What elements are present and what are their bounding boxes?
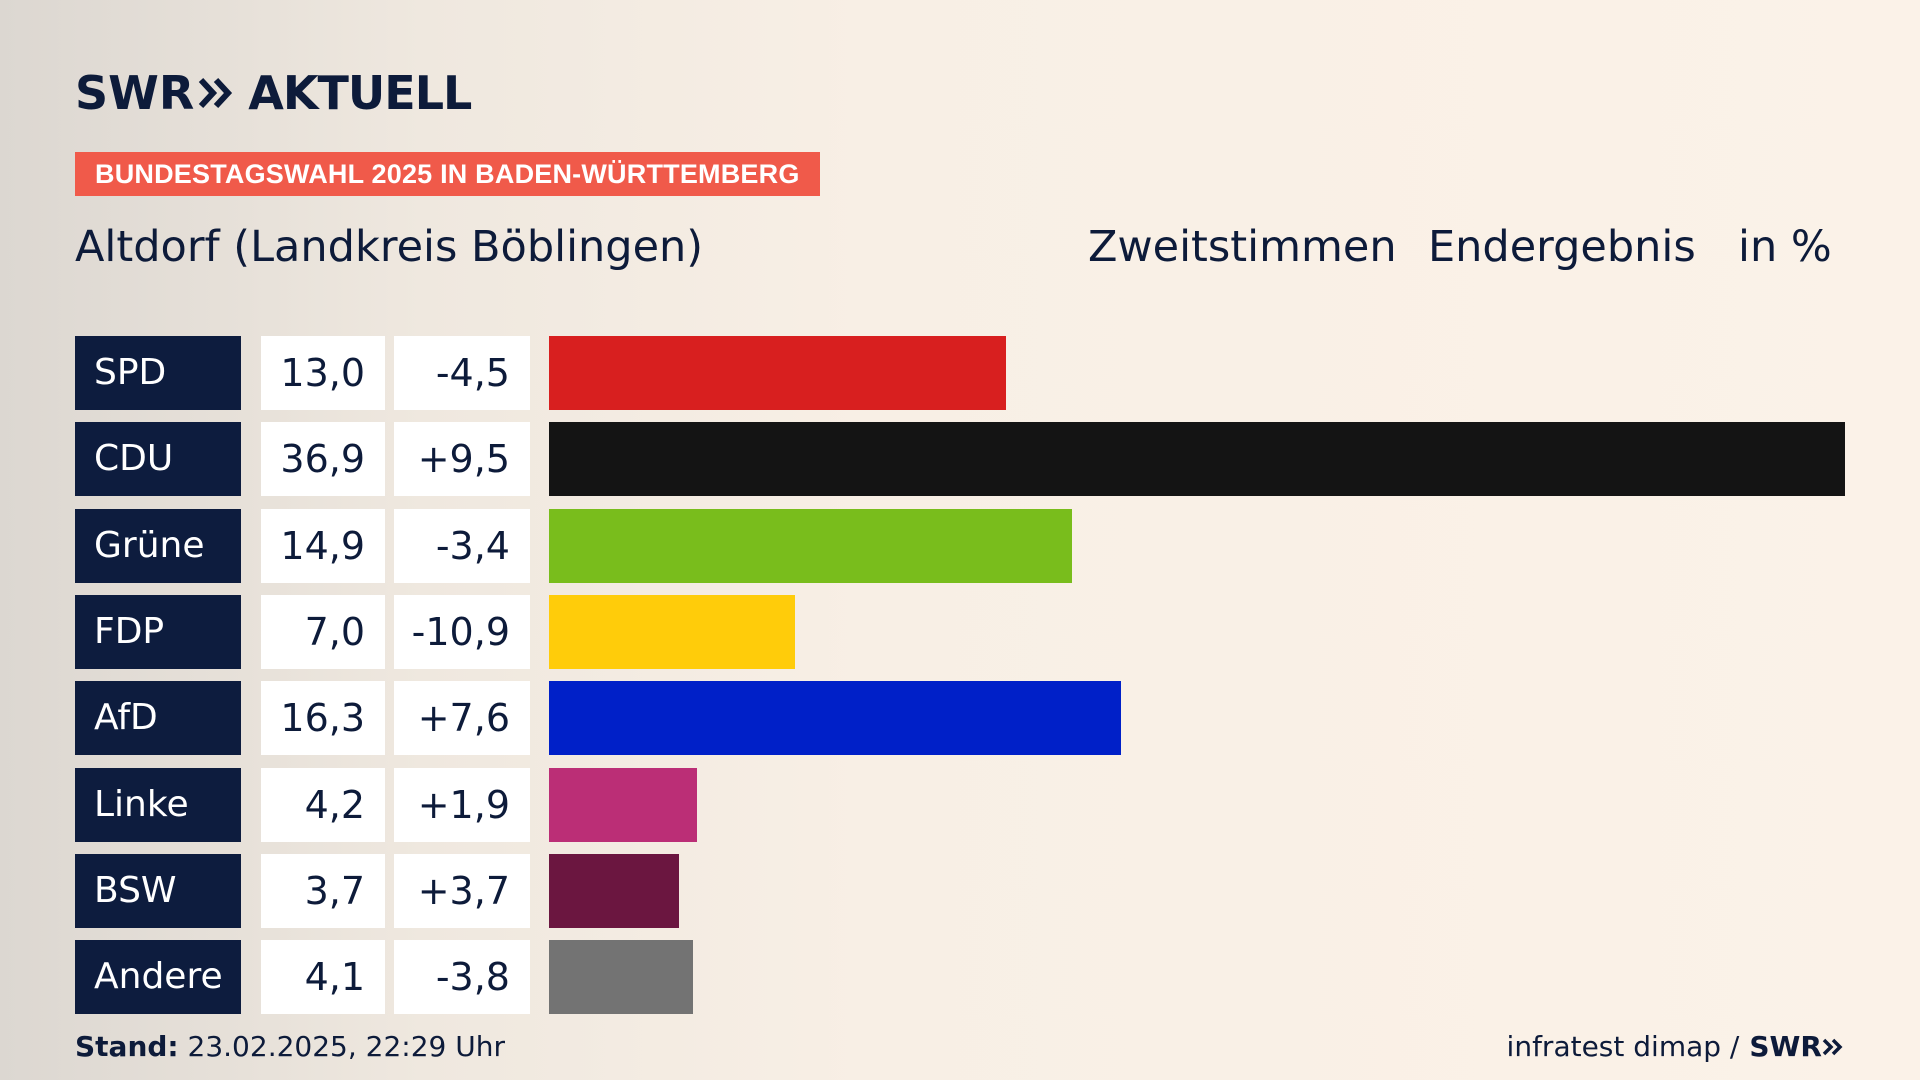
chart-row: CDU 36,9 +9,5: [75, 422, 1845, 496]
party-label: Grüne: [75, 509, 241, 583]
election-tag: BUNDESTAGSWAHL 2025 IN BADEN-WÜRTTEMBERG: [75, 152, 820, 196]
change-label: +3,7: [394, 854, 530, 928]
party-label: SPD: [75, 336, 241, 410]
source-info: infratest dimap / SWR: [1507, 1030, 1844, 1063]
chart-row: Andere 4,1 -3,8: [75, 940, 1845, 1014]
double-chevron-icon: [1822, 1038, 1843, 1055]
source-brand: SWR: [1749, 1030, 1822, 1063]
bar: [549, 681, 1121, 755]
party-label: AfD: [75, 681, 241, 755]
bar: [549, 422, 1845, 496]
value-label: 36,9: [261, 422, 385, 496]
source-text: infratest dimap /: [1506, 1030, 1740, 1063]
stand-value: 23.02.2025, 22:29 Uhr: [187, 1030, 505, 1063]
logo-brand: SWR: [75, 66, 195, 120]
party-label: Andere: [75, 940, 241, 1014]
double-chevron-icon: [198, 76, 234, 110]
source-brand-logo: SWR: [1749, 1030, 1844, 1063]
stand-info: Stand: 23.02.2025, 22:29 Uhr: [75, 1030, 505, 1063]
change-label: -3,8: [394, 940, 530, 1014]
value-label: 7,0: [261, 595, 385, 669]
bar: [549, 940, 693, 1014]
party-label: FDP: [75, 595, 241, 669]
bar: [549, 854, 679, 928]
change-label: +7,6: [394, 681, 530, 755]
logo-product: AKTUELL: [248, 66, 472, 120]
stand-label: Stand:: [75, 1030, 179, 1063]
party-label: Linke: [75, 768, 241, 842]
change-label: -10,9: [394, 595, 530, 669]
chart-row: BSW 3,7 +3,7: [75, 854, 1845, 928]
bar: [549, 336, 1006, 410]
chart-row: FDP 7,0 -10,9: [75, 595, 1845, 669]
value-label: 14,9: [261, 509, 385, 583]
value-label: 13,0: [261, 336, 385, 410]
change-label: -3,4: [394, 509, 530, 583]
bar: [549, 509, 1072, 583]
value-label: 4,1: [261, 940, 385, 1014]
bar: [549, 768, 697, 842]
change-label: +1,9: [394, 768, 530, 842]
chart-row: AfD 16,3 +7,6: [75, 681, 1845, 755]
party-label: CDU: [75, 422, 241, 496]
bar: [549, 595, 795, 669]
chart-row: Grüne 14,9 -3,4: [75, 509, 1845, 583]
value-label: 16,3: [261, 681, 385, 755]
value-label: 3,7: [261, 854, 385, 928]
swr-aktuell-logo: SWR AKTUELL: [75, 66, 472, 120]
unit-header: in %: [1738, 222, 1832, 272]
vote-type-header: Zweitstimmen: [1088, 222, 1397, 272]
change-label: +9,5: [394, 422, 530, 496]
place-title: Altdorf (Landkreis Böblingen): [75, 222, 704, 272]
value-label: 4,2: [261, 768, 385, 842]
party-label: BSW: [75, 854, 241, 928]
change-label: -4,5: [394, 336, 530, 410]
chart-row: Linke 4,2 +1,9: [75, 768, 1845, 842]
status-header: Endergebnis: [1428, 222, 1696, 272]
chart-row: SPD 13,0 -4,5: [75, 336, 1845, 410]
